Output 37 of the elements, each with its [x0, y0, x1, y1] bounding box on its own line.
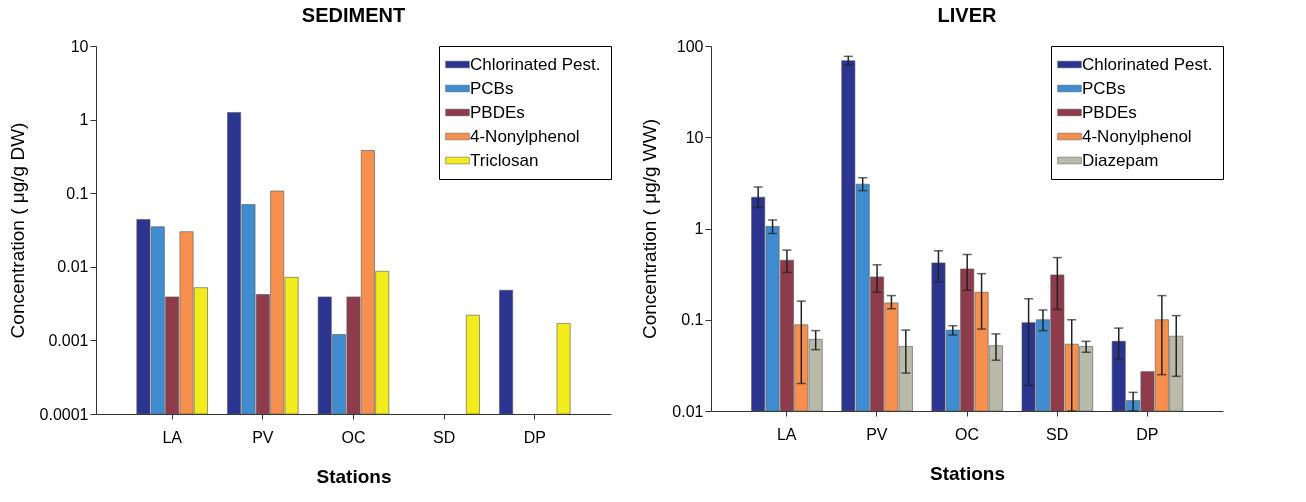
x-tick-label: LA: [162, 428, 183, 446]
x-tick-label: OC: [341, 428, 366, 446]
y-tick-label: 10: [685, 128, 704, 146]
y-tick-label: 1: [79, 111, 89, 129]
x-tick-label: SD: [433, 428, 456, 446]
x-tick-label: LA: [776, 425, 797, 443]
y-tick-label: 0.1: [681, 311, 704, 329]
legend-label: Chlorinated Pest.: [470, 54, 601, 74]
y-tick-label: 1: [694, 220, 704, 237]
y-axis-title: Concentration ( μg/g DW): [6, 122, 28, 339]
legend-label: Triclosan: [470, 150, 539, 170]
legend-label: PBDEs: [470, 102, 525, 122]
x-axis-title: Stations: [316, 465, 392, 487]
x-tick-label: SD: [1046, 425, 1069, 443]
y-tick-label: 0.01: [57, 258, 89, 276]
legend-label: Diazepam: [1082, 150, 1159, 170]
x-tick-label: PV: [866, 425, 888, 443]
chart-title: LIVER: [937, 4, 997, 26]
legend-label: 4-Nonylphenol: [1082, 126, 1192, 146]
y-axis-title: Concentration ( μg/g WW): [639, 118, 661, 340]
legend-label: Chlorinated Pest.: [1082, 54, 1213, 74]
y-tick-label: 0.01: [672, 402, 704, 420]
y-tick-label: 10: [70, 37, 89, 55]
x-tick-label: OC: [955, 425, 979, 443]
x-axis-title: Stations: [930, 462, 1005, 484]
y-tick-label: 0.0001: [39, 405, 89, 423]
x-tick-label: DP: [523, 428, 546, 446]
legend-label: 4-Nonylphenol: [470, 126, 580, 146]
x-tick-label: PV: [252, 428, 274, 446]
chart-title: SEDIMENT: [301, 4, 406, 26]
x-tick-label: DP: [1136, 425, 1159, 443]
legend-label: PCBs: [470, 78, 514, 98]
legend-label: PCBs: [1082, 78, 1126, 98]
y-tick-label: 0.001: [48, 331, 89, 349]
y-tick-label: 0.1: [66, 184, 89, 202]
y-tick-label: 100: [676, 37, 704, 55]
legend-label: PBDEs: [1082, 102, 1137, 122]
